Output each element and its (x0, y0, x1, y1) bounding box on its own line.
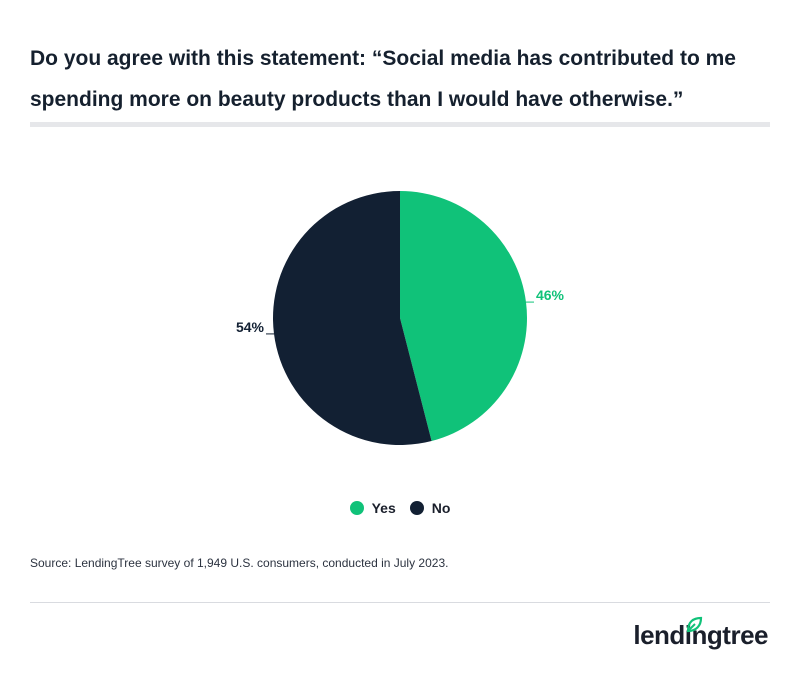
pie-slice-yes[interactable] (400, 191, 527, 442)
data-label-no: 54% (236, 319, 265, 335)
data-label-yes: 46% (536, 287, 565, 303)
source-note: Source: LendingTree survey of 1,949 U.S.… (30, 556, 449, 570)
legend-swatch-yes (349, 501, 364, 515)
footer-divider (30, 602, 770, 603)
pie-slice-no[interactable] (272, 191, 432, 446)
chart-title: Do you agree with this statement: “Socia… (30, 47, 736, 111)
lendingtree-logo: lendingtree (633, 616, 768, 651)
legend-item-no[interactable]: No (409, 500, 451, 516)
pie-chart: 46% 54% (236, 191, 565, 446)
legend-label-yes: Yes (371, 500, 396, 516)
legend-label-no: No (431, 500, 451, 516)
legend: Yes No (0, 500, 800, 516)
title-divider (30, 122, 770, 127)
leaf-icon (687, 616, 703, 633)
legend-swatch-no (409, 501, 424, 515)
legend-item-yes[interactable]: Yes (349, 500, 396, 516)
